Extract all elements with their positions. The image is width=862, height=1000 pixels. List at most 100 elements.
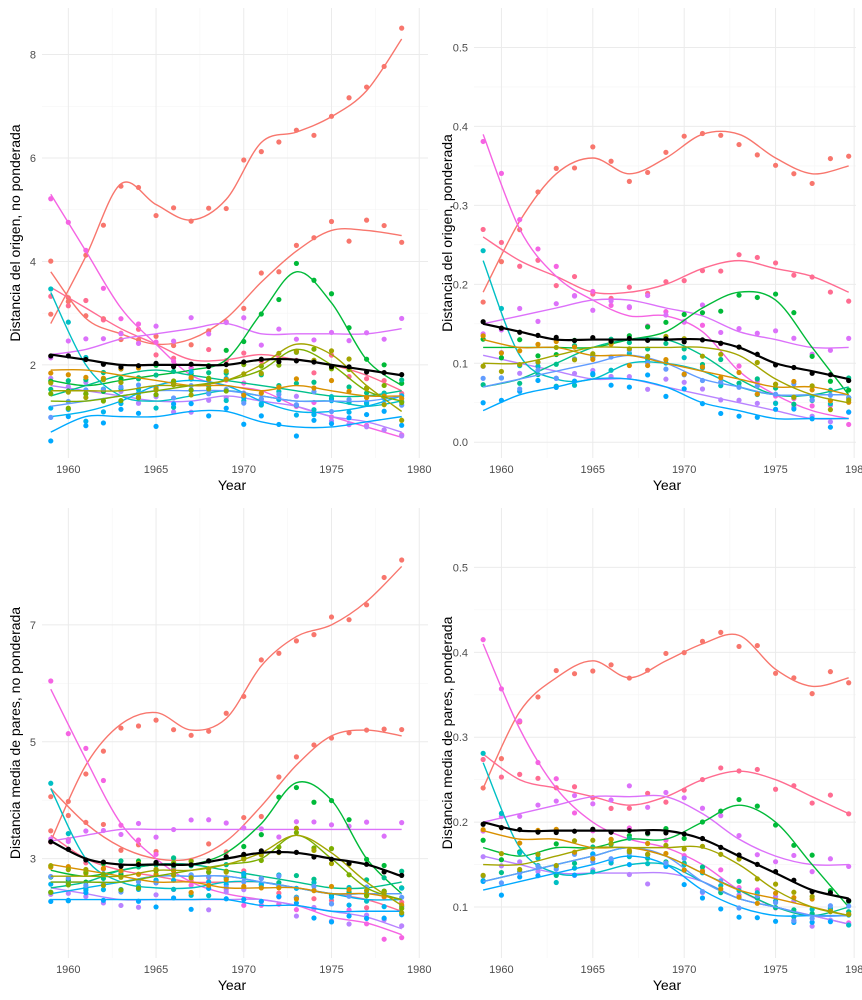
series-15: [48, 353, 405, 378]
data-point: [480, 837, 486, 843]
data-point: [153, 372, 159, 378]
data-point: [258, 342, 264, 348]
trend-line: [50, 729, 402, 862]
data-point: [772, 291, 779, 297]
data-point: [736, 894, 742, 900]
data-point: [311, 742, 317, 748]
data-point: [258, 813, 264, 820]
data-point: [718, 906, 724, 912]
data-point: [223, 820, 229, 826]
series-1: [48, 726, 405, 863]
data-point: [663, 312, 669, 318]
data-point: [498, 170, 505, 176]
trend-line: [482, 130, 849, 293]
data-point: [590, 856, 596, 862]
data-point: [535, 318, 541, 325]
data-point: [363, 887, 370, 894]
data-point: [754, 152, 760, 158]
data-point: [791, 401, 797, 407]
data-point: [498, 756, 505, 762]
data-point: [83, 819, 89, 826]
data-point: [517, 866, 523, 873]
trend-line: [50, 840, 403, 878]
data-point: [153, 851, 159, 857]
trend-line: [482, 322, 849, 381]
trend-line: [50, 384, 402, 433]
data-point: [188, 387, 194, 393]
data-point: [553, 879, 559, 886]
data-point: [118, 316, 124, 322]
data-point: [100, 336, 107, 342]
data-point: [328, 894, 335, 900]
data-point: [399, 315, 405, 322]
data-point: [846, 811, 852, 817]
trend-line: [50, 863, 402, 901]
x-axis-title: Year: [653, 977, 682, 993]
data-point: [681, 339, 687, 345]
data-point: [293, 900, 300, 906]
data-point: [772, 918, 779, 924]
data-point: [135, 879, 142, 885]
data-point: [48, 863, 54, 869]
data-point: [535, 367, 541, 373]
trend-line: [482, 377, 849, 420]
data-point: [608, 840, 614, 847]
data-point: [328, 883, 335, 890]
data-point: [754, 852, 760, 858]
data-point: [827, 792, 834, 798]
data-point: [645, 851, 651, 857]
data-point: [223, 347, 229, 353]
data-point: [135, 340, 142, 346]
data-point: [809, 869, 815, 875]
data-point: [100, 777, 107, 784]
data-point: [553, 263, 559, 269]
data-point: [83, 297, 89, 304]
data-point: [328, 860, 335, 867]
data-point: [736, 363, 742, 369]
data-point: [827, 919, 834, 925]
data-point: [100, 897, 107, 903]
data-point: [188, 392, 194, 398]
data-point: [381, 222, 387, 229]
data-point: [754, 294, 760, 301]
data-point: [517, 337, 523, 343]
data-point: [754, 900, 760, 906]
data-point: [736, 905, 742, 911]
data-point: [827, 419, 834, 425]
data-point: [498, 375, 505, 381]
data-point: [241, 305, 247, 312]
data-point: [663, 799, 669, 805]
x-tick-label: 1965: [144, 964, 168, 976]
data-point: [118, 887, 124, 893]
data-point: [571, 838, 578, 844]
data-point: [608, 836, 614, 842]
data-point: [48, 889, 54, 895]
data-point: [791, 394, 797, 400]
data-point: [681, 379, 687, 385]
data-point: [346, 384, 352, 390]
data-point: [100, 887, 107, 893]
data-point: [346, 409, 352, 415]
data-point: [311, 370, 317, 376]
data-point: [118, 868, 124, 874]
data-point: [517, 840, 523, 846]
data-point: [311, 379, 317, 385]
data-point: [153, 352, 159, 358]
series-15: [48, 839, 405, 878]
trend-line: [482, 829, 849, 917]
data-point: [153, 323, 159, 329]
panel-p2: 0.0 0.1 0.2 0.3 0.4 0.5 1960 1965 1970 1975 198 Yea…: [439, 8, 862, 493]
data-point: [809, 691, 815, 697]
data-point: [718, 356, 724, 363]
data-point: [736, 796, 742, 803]
data-point: [188, 342, 194, 348]
data-point: [258, 876, 264, 882]
data-point: [100, 865, 107, 871]
data-point: [100, 285, 107, 291]
data-point: [399, 910, 405, 916]
data-point: [517, 370, 523, 376]
data-point: [135, 400, 142, 406]
data-point: [699, 864, 706, 870]
data-point: [399, 820, 405, 826]
data-point: [718, 410, 724, 417]
